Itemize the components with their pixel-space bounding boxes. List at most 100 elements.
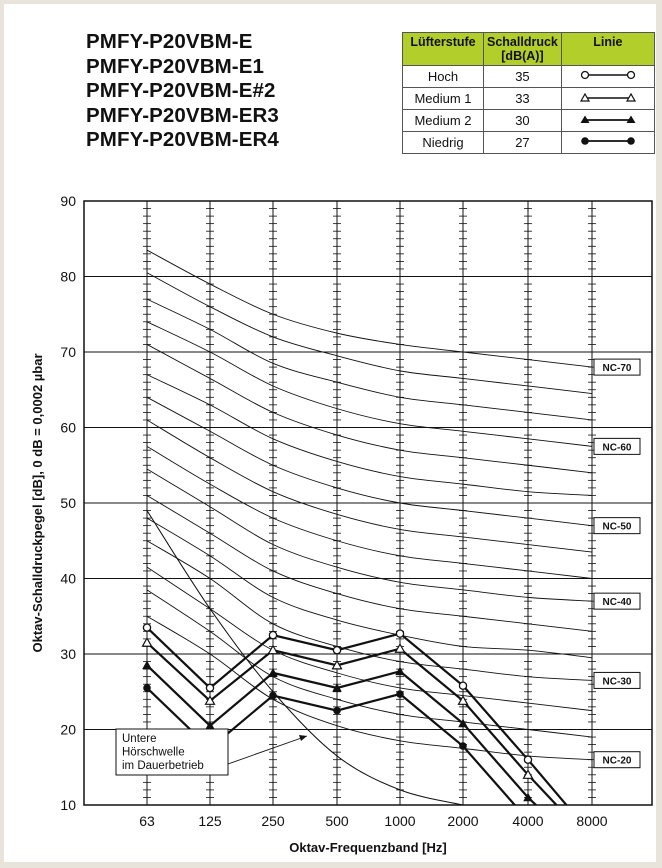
model-name: PMFY-P20VBM-ER4 (86, 128, 279, 151)
nc-label: NC-70 (603, 363, 632, 374)
nc-curve (146, 468, 593, 602)
data-point (395, 666, 405, 676)
y-tick-label: 30 (60, 646, 76, 662)
nc-curve (146, 419, 593, 553)
series-line (146, 664, 538, 805)
series-line (146, 626, 568, 805)
nc-curve (146, 321, 593, 447)
legend-row: Niedrig 27 (402, 131, 655, 154)
x-tick-label: 63 (139, 813, 155, 829)
y-axis: 10 20 30 40 50 60 70 80 90 (60, 193, 76, 813)
nc-curve (146, 445, 593, 579)
data-point (522, 769, 534, 779)
grid-lines (84, 200, 652, 806)
data-point (268, 668, 278, 677)
x-tick-label: 2000 (447, 813, 478, 829)
data-point (267, 644, 279, 655)
nc-label: NC-20 (603, 756, 632, 767)
nc-curve (146, 374, 593, 496)
legend-row: Medium 1 33 (402, 87, 655, 110)
data-point (394, 642, 406, 653)
y-tick-label: 50 (60, 495, 76, 511)
nc-label-box (593, 437, 641, 455)
x-tick-label: 8000 (576, 813, 607, 829)
y-tick-label: 20 (60, 722, 76, 738)
x-tick-label: 4000 (512, 813, 543, 829)
y-tick-label: 80 (60, 269, 76, 285)
y-tick-label: 70 (60, 344, 76, 360)
y-tick-label: 60 (60, 420, 76, 436)
data-point (141, 636, 153, 647)
nc-label: NC-50 (603, 522, 632, 533)
nc-curve (146, 396, 593, 527)
threshold-curve (146, 510, 464, 805)
plot-frame (83, 200, 653, 806)
legend-db: 27 (483, 131, 562, 154)
nc-label-box (593, 517, 641, 535)
data-point (333, 706, 341, 715)
header-schalldruck: Schalldruck [dB(A)] (483, 32, 562, 66)
data-point (143, 684, 151, 692)
x-axis-label: Oktav-Frequenzband [Hz] (289, 840, 446, 855)
y-tick-label: 10 (60, 797, 76, 813)
data-point (332, 683, 342, 692)
nc-curve (146, 589, 593, 738)
model-list: PMFY-P20VBM-E PMFY-P20VBM-E1 PMFY-P20VBM… (86, 30, 279, 153)
data-point (142, 623, 152, 632)
x-axis: 63 125 250 500 1000 2000 4000 8000 (139, 813, 608, 829)
data-point (458, 681, 468, 690)
annotation-leader (227, 735, 308, 765)
nc-label: NC-30 (603, 676, 632, 687)
y-tick-label: 40 (60, 571, 76, 587)
data-point (269, 691, 277, 700)
nc-label-box (593, 592, 641, 610)
legend-db: 35 (483, 65, 562, 88)
fan-speed-legend-table: Lüfterstufe Schalldruck [dB(A)] Linie Ho… (402, 32, 655, 154)
open-circle-line-icon (560, 65, 655, 88)
nc-label-box (593, 671, 641, 689)
data-point (395, 629, 405, 638)
series-line (146, 641, 558, 805)
model-name: PMFY-P20VBM-E#2 (86, 79, 276, 102)
data-point (204, 695, 216, 705)
legend-stufe: Medium 1 (402, 87, 484, 110)
data-point (523, 755, 533, 764)
data-point (142, 660, 152, 670)
nc-curve (146, 272, 593, 394)
data-point (396, 690, 404, 698)
noise-chart: NC-70 NC-60 NC-50 NC-40 NC-30 NC-20 Untere Hör… (30, 193, 653, 855)
data-point (332, 645, 342, 655)
nc-curve (146, 495, 593, 632)
nc-curve (146, 249, 593, 368)
x-tick-label: 250 (261, 813, 285, 829)
nc-curve (146, 298, 593, 421)
annotation-text: Untere (122, 733, 157, 745)
x-tick-label: 500 (325, 813, 349, 829)
annotation-text: Hörschwelle (122, 747, 185, 759)
nc-curves (146, 249, 593, 761)
filled-circle-line-icon (560, 131, 655, 154)
model-name: PMFY-P20VBM-ER3 (86, 103, 279, 127)
model-name: PMFY-P20VBM-E (86, 30, 253, 53)
y-tick-label: 90 (60, 193, 76, 209)
model-name: PMFY-P20VBM-E1 (86, 54, 264, 78)
nc-label: NC-40 (603, 597, 632, 608)
page: PMFY-P20VBM-E PMFY-P20VBM-E1 PMFY-P20VBM… (4, 4, 656, 862)
data-point (205, 683, 215, 693)
header-luefterstufe: Lüfterstufe (402, 32, 484, 66)
y-axis-label: Oktav-Schalldruckpegel [dB], 0 dB = 0,00… (30, 353, 45, 652)
nc-label-box (593, 358, 641, 376)
nc-curve (146, 517, 593, 659)
data-point (458, 718, 468, 728)
header-linie: Linie (560, 32, 655, 66)
legend-stufe: Niedrig (402, 131, 484, 154)
annotation-box (115, 728, 229, 776)
x-tick-label: 125 (198, 813, 222, 829)
nc-labels: NC-70 NC-60 NC-50 NC-40 NC-30 NC-20 (593, 358, 641, 769)
data-point (459, 742, 467, 750)
nc-label: NC-60 (603, 442, 632, 453)
data-point (331, 659, 343, 670)
nc-curve (146, 540, 593, 681)
data-point (457, 695, 469, 705)
